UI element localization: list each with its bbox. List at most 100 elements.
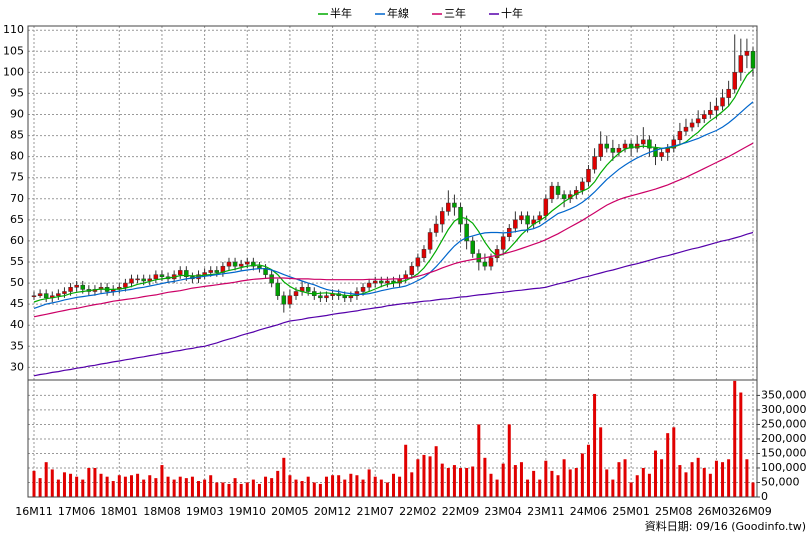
candle-body [744, 51, 750, 56]
volume-bar [245, 482, 249, 497]
volume-bar [507, 424, 511, 497]
volume-bar [288, 475, 292, 497]
volume-bar [239, 483, 243, 497]
x-tick-label: 24M06 [570, 505, 608, 518]
volume-bar [300, 481, 304, 497]
volume-bar [343, 479, 347, 497]
ma-line [33, 142, 754, 318]
volume-bar [337, 475, 341, 497]
legend-label: 年線 [387, 6, 409, 20]
legend-label: 半年 [330, 6, 352, 20]
y2-tick-label: 100,000 [761, 461, 807, 474]
volume-bar [373, 476, 377, 497]
y-tick-label: 60 [10, 234, 24, 247]
candle-body [409, 265, 415, 275]
candle-body [245, 261, 250, 265]
candle-body [433, 223, 439, 233]
volume-bar [312, 482, 316, 497]
volume-bar [227, 483, 231, 497]
volume-bar [459, 467, 463, 497]
volume-bar [203, 479, 207, 497]
x-tick-label: 22M09 [442, 505, 480, 518]
volume-bar [282, 457, 286, 497]
volume-bar [684, 472, 688, 497]
candle-body [232, 261, 238, 267]
volume-bar [696, 457, 700, 497]
y-tick-label: 50 [10, 276, 24, 289]
volume-bar [50, 469, 54, 497]
candle-body [555, 185, 561, 195]
volume-bar [574, 467, 578, 497]
x-tick-label: 17M06 [58, 505, 96, 518]
volume-bar [617, 462, 621, 497]
volume-bar [62, 472, 66, 497]
volume-bar [623, 459, 627, 497]
y2-tick-label: 350,000 [761, 388, 807, 401]
x-tick-label: 23M04 [484, 505, 522, 518]
volume-bar [629, 482, 633, 497]
volume-bar [702, 467, 706, 497]
ma-line [33, 231, 754, 377]
volume-bar [690, 462, 694, 497]
volume-bar [556, 475, 560, 497]
candle-body [586, 169, 591, 183]
volume-bar [111, 481, 115, 497]
ma-line [33, 68, 754, 303]
volume-bar [398, 476, 402, 497]
volume-bar [294, 479, 298, 497]
candle-body [269, 274, 274, 284]
y-tick-label: 110 [3, 23, 24, 36]
candle-body [738, 55, 744, 73]
x-tick-label: 22M02 [399, 505, 437, 518]
candle-body [647, 139, 652, 149]
candle-body [458, 206, 463, 225]
candle-body [184, 270, 189, 277]
candle-body [720, 97, 725, 107]
volume-bar [452, 465, 456, 497]
candle-body [226, 261, 232, 267]
candle-body [653, 147, 658, 157]
volume-bar [69, 473, 73, 497]
candle-body [732, 72, 737, 90]
volume-bar [526, 479, 530, 497]
volume-bar [745, 459, 749, 497]
volume-bar [489, 473, 493, 497]
volume-bar [99, 473, 103, 497]
legend-label: 十年 [501, 6, 523, 20]
volume-bar [209, 475, 213, 497]
y-tick-label: 55 [10, 255, 24, 268]
volume-bar [142, 479, 146, 497]
candle-body [604, 143, 610, 149]
y-tick-label: 100 [3, 65, 24, 78]
volume-bar [647, 473, 651, 497]
candle-body [385, 280, 390, 284]
candle-body [318, 295, 323, 299]
volume-bar [154, 478, 158, 497]
x-tick-label: 20M05 [271, 505, 309, 518]
candle-body [68, 287, 73, 292]
volume-bar [739, 392, 743, 497]
volume-bar [513, 465, 517, 497]
x-tick-label: 19M10 [229, 505, 267, 518]
candle-body [275, 282, 280, 296]
y-tick-label: 70 [10, 192, 24, 205]
candle-body [702, 114, 707, 119]
volume-bar [178, 476, 182, 497]
candle-body [561, 194, 567, 200]
volume-bar [654, 450, 658, 497]
candle-body [641, 139, 646, 145]
candle-body [439, 211, 445, 225]
volume-bar [483, 457, 487, 497]
candle-body [677, 131, 683, 141]
candle-body [238, 263, 244, 267]
volume-bar [440, 463, 444, 497]
volume-bar [733, 380, 737, 497]
candle-body [379, 280, 384, 284]
volume-bar [501, 463, 505, 497]
volume-bar [519, 462, 523, 497]
candle-body [452, 202, 457, 208]
y-tick-label: 65 [10, 213, 24, 226]
candle-body [525, 215, 530, 225]
volume-bar [495, 479, 499, 497]
